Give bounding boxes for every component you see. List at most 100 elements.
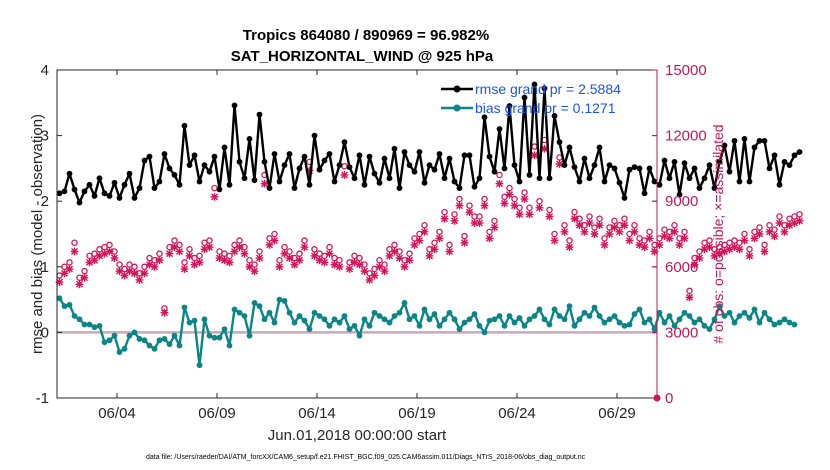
rmse-point <box>346 164 353 170</box>
rmse-series <box>56 81 803 206</box>
bias-point <box>146 342 153 349</box>
bias-point <box>201 316 208 323</box>
rmse-point <box>676 191 683 198</box>
obs-possible-point <box>481 195 488 203</box>
rmse-point <box>751 144 758 151</box>
bias-point <box>66 301 73 308</box>
rmse-point <box>286 151 293 157</box>
bias-point <box>221 326 228 333</box>
obs-possible-point <box>536 197 543 205</box>
rmse-point <box>441 175 448 182</box>
bias-point <box>606 316 613 323</box>
y-tick-label: 0 <box>41 324 49 341</box>
obs-possible-point <box>746 246 753 253</box>
bias-point <box>731 319 738 326</box>
obs-assimilated-point <box>740 236 749 245</box>
obs-possible-point <box>511 195 518 203</box>
rmse-point <box>781 158 788 165</box>
bias-point <box>666 313 673 319</box>
bias-point <box>271 319 278 326</box>
obs-assimilated-point <box>230 247 239 256</box>
obs-assimilated-point <box>500 199 509 208</box>
bias-point <box>266 309 273 316</box>
rmse-point <box>91 193 98 199</box>
rmse-point <box>726 168 733 175</box>
obs-assimilated-point <box>135 276 144 284</box>
obs-assimilated-point <box>795 216 804 225</box>
legend: rmse grand pr = 2.5884 bias grand pr = 0… <box>441 81 621 116</box>
rmse-point <box>126 170 133 177</box>
rmse-point <box>426 162 433 169</box>
bias-point <box>386 319 393 326</box>
rmse-point <box>711 185 718 191</box>
rmse-point <box>531 81 538 88</box>
rmse-point <box>416 149 423 155</box>
rmse-point <box>741 135 748 142</box>
rmse-point <box>76 199 83 206</box>
bias-point <box>706 326 713 333</box>
obs-possible-point <box>521 189 528 196</box>
rmse-point <box>736 178 743 185</box>
rmse-point <box>691 165 698 172</box>
bias-point <box>486 317 493 324</box>
obs-possible-point <box>496 171 503 179</box>
obs-possible-point <box>236 237 243 244</box>
bias-point <box>756 319 763 326</box>
obs-assimilated-point <box>420 227 429 236</box>
obs-assimilated-point <box>165 249 174 258</box>
obs-possible-point <box>706 237 713 244</box>
bias-point <box>481 329 488 336</box>
obs-possible-point <box>441 208 448 216</box>
obs-assimilated-point <box>575 221 584 230</box>
obs-possible-point <box>671 222 678 229</box>
y2-tick-label: 15000 <box>665 62 707 79</box>
obs-possible-point <box>71 239 78 246</box>
rmse-point <box>646 165 653 172</box>
rmse-point <box>616 179 623 186</box>
bias-point <box>61 303 68 310</box>
bias-point <box>656 309 663 316</box>
rmse-point <box>446 155 453 162</box>
bias-point <box>371 309 378 316</box>
obs-assimilated-point <box>485 234 494 243</box>
obs-possible-point <box>681 228 688 236</box>
rmse-point <box>506 103 513 109</box>
obs-assimilated-point <box>360 267 369 276</box>
obs-assimilated-point <box>695 254 704 262</box>
rmse-point <box>481 114 488 121</box>
bias-point <box>711 316 718 323</box>
rmse-point <box>571 164 578 170</box>
obs-assimilated-point <box>535 203 544 212</box>
rmse-point <box>421 179 428 186</box>
bias-point <box>726 309 733 316</box>
rmse-point <box>596 144 603 151</box>
rmse-point <box>116 195 123 201</box>
obs-possible-point <box>131 263 138 271</box>
obs-possible-point <box>631 222 638 229</box>
rmse-point <box>366 153 373 160</box>
rmse-point <box>146 153 153 160</box>
bias-point <box>106 337 113 344</box>
bias-point <box>176 342 183 349</box>
rmse-point <box>696 185 703 191</box>
obs-assimilated-point <box>510 201 519 210</box>
bias-point <box>766 316 773 323</box>
rmse-point <box>381 155 388 162</box>
bias-point <box>56 295 63 302</box>
rmse-point <box>226 181 233 188</box>
bias-point <box>626 321 633 328</box>
obs-possible-point <box>456 195 463 203</box>
obs-assimilated-point <box>640 243 649 252</box>
bias-point <box>681 309 688 316</box>
bias-point <box>591 304 598 311</box>
rmse-point <box>466 152 473 159</box>
bias-point <box>586 313 593 319</box>
rmse-point <box>536 175 543 182</box>
obs-possible-point <box>766 222 773 229</box>
rmse-point <box>651 178 658 185</box>
bias-point <box>311 309 318 316</box>
rmse-point <box>96 175 103 182</box>
obs-assimilated-point <box>665 234 674 243</box>
rmse-point <box>176 181 183 188</box>
rmse-point <box>486 153 493 160</box>
